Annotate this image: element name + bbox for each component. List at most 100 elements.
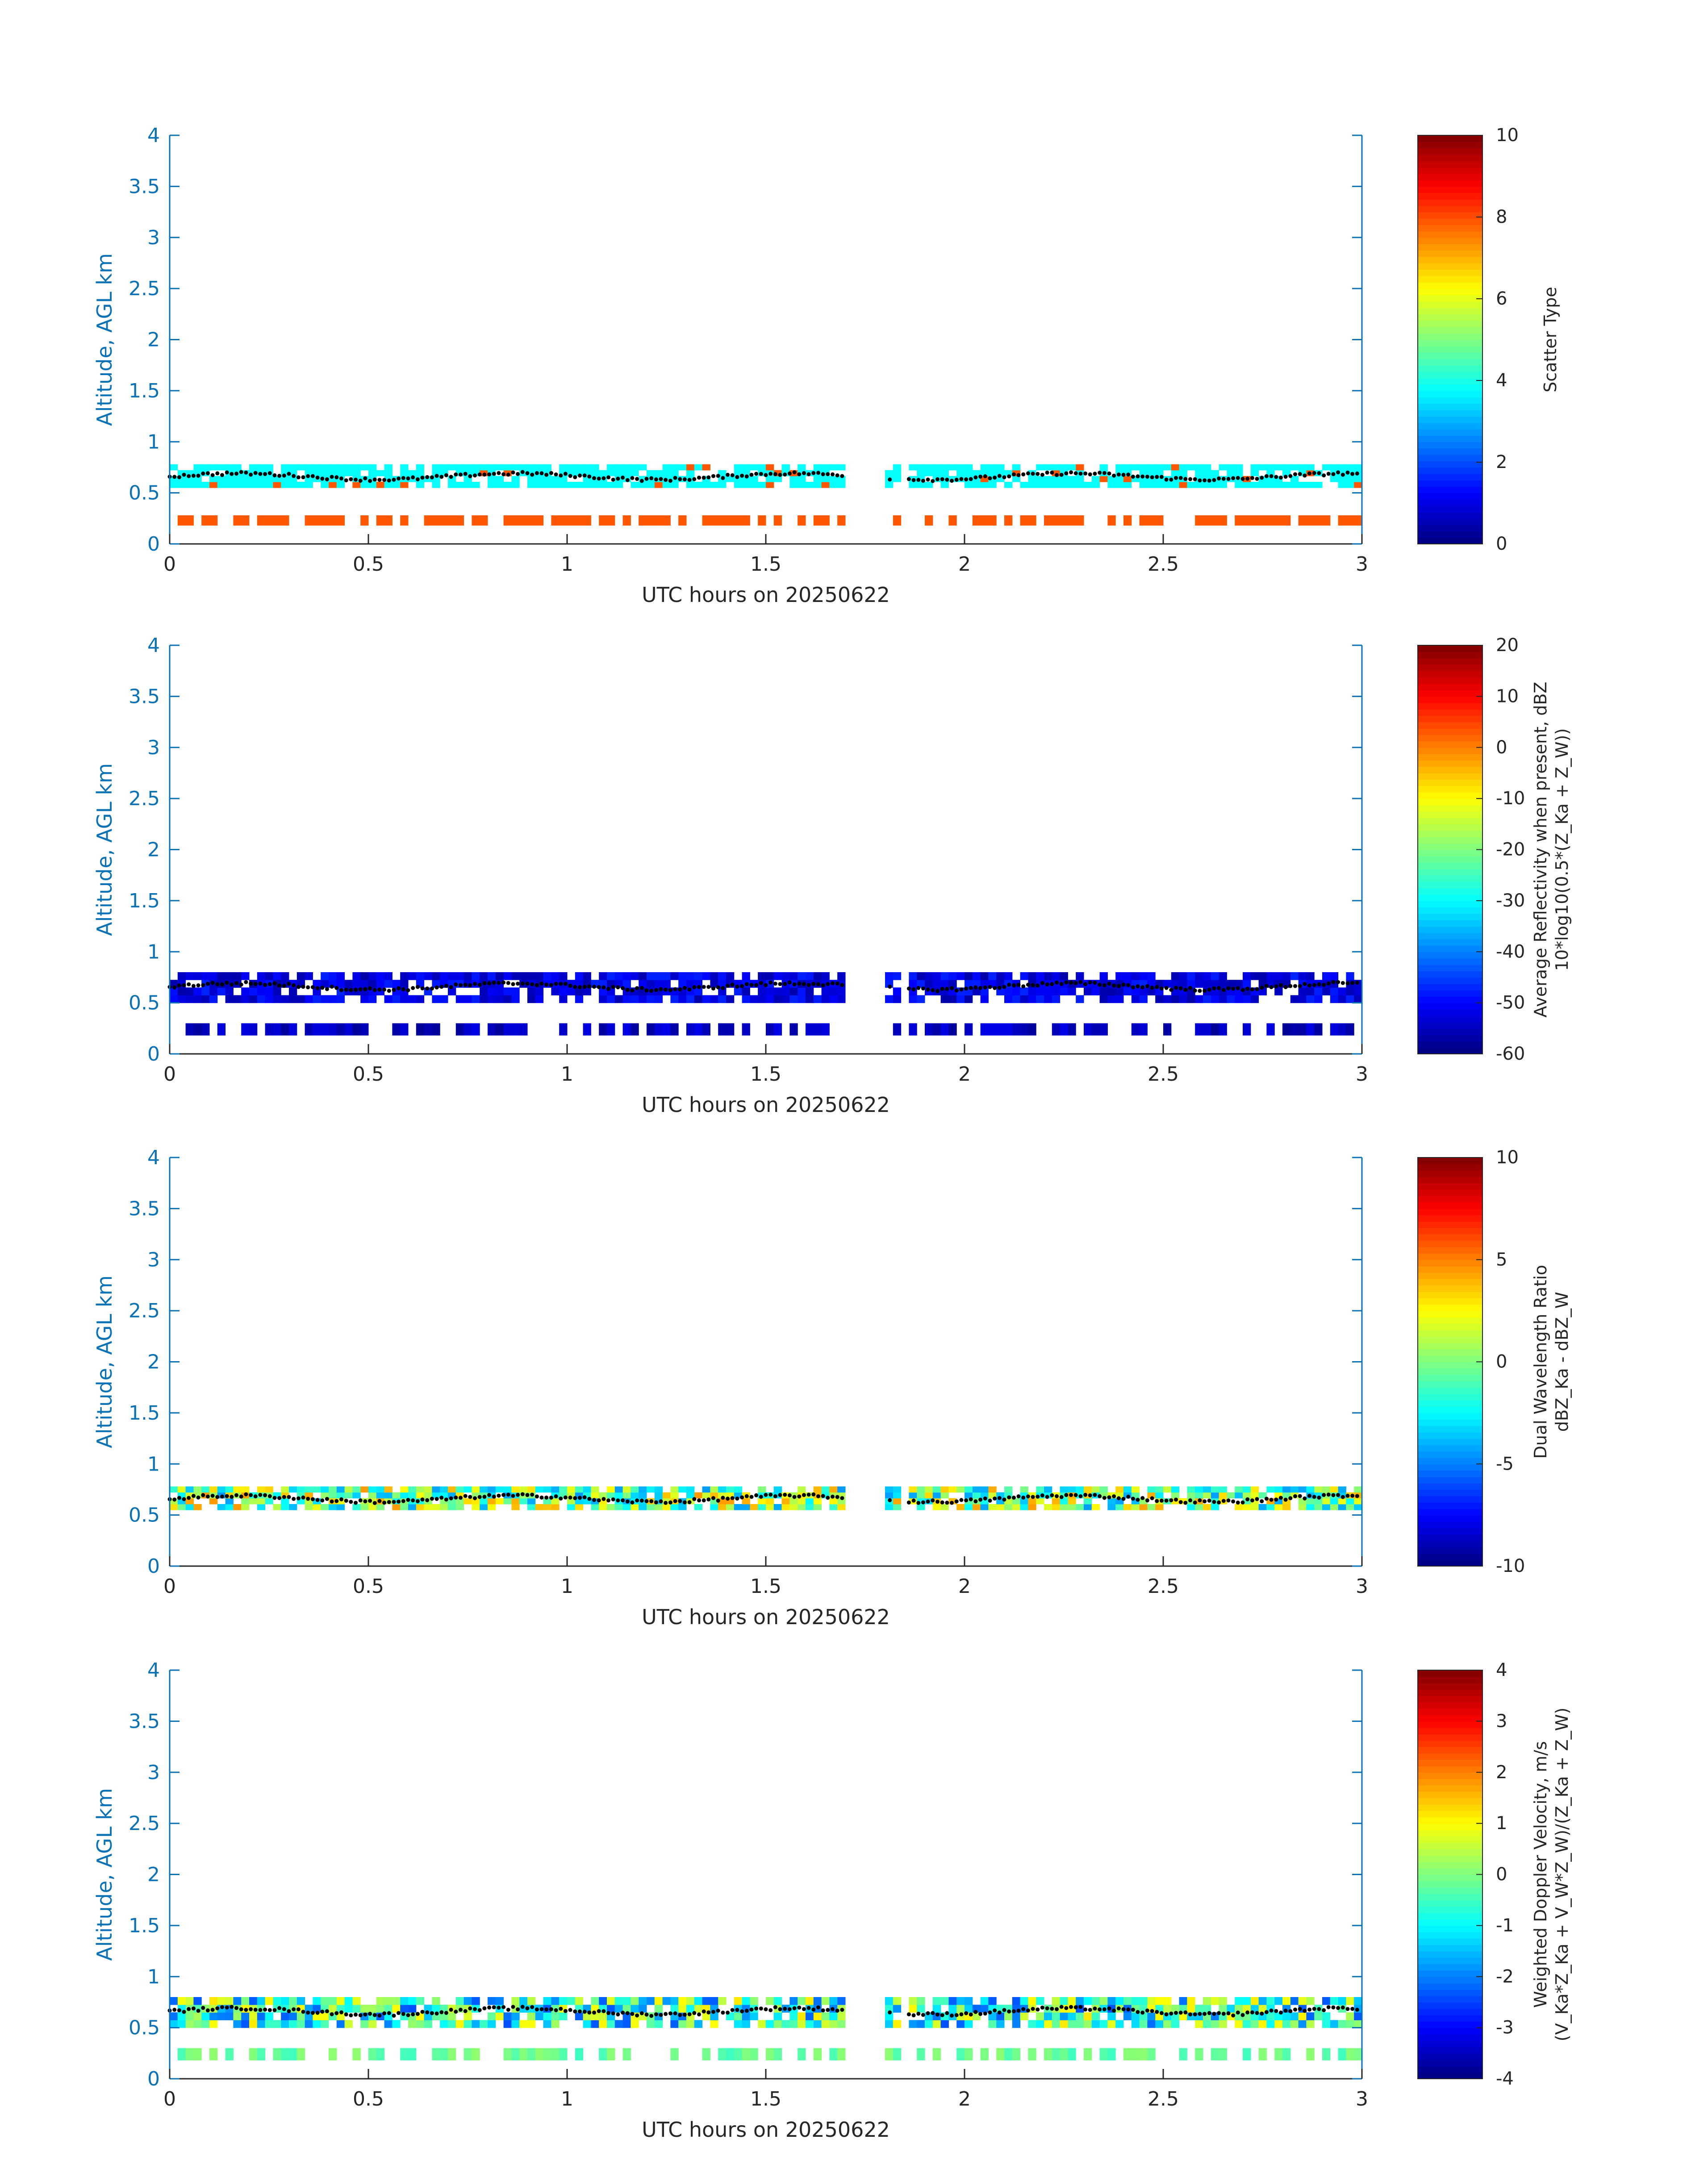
data-cell xyxy=(177,1504,186,1510)
data-point xyxy=(191,984,196,988)
data-point xyxy=(497,2006,501,2010)
data-point xyxy=(726,472,730,477)
data-cell xyxy=(480,972,488,980)
data-cell xyxy=(965,2048,973,2060)
data-cell xyxy=(273,972,281,980)
colorbar-segment xyxy=(1418,1464,1482,1471)
data-point xyxy=(1036,983,1040,988)
data-cell xyxy=(1076,464,1084,471)
data-point xyxy=(525,2006,530,2010)
colorbar-segment xyxy=(1418,664,1482,671)
data-cell xyxy=(670,1997,679,2005)
data-cell xyxy=(1290,972,1299,980)
data-point xyxy=(1131,474,1135,479)
data-cell xyxy=(1274,987,1283,995)
data-point xyxy=(1093,1493,1097,1497)
data-point xyxy=(649,989,654,993)
data-point xyxy=(282,1495,286,1499)
data-point xyxy=(296,985,301,989)
data-cell xyxy=(392,980,401,988)
colorbar-segment xyxy=(1418,454,1482,461)
data-cell xyxy=(432,476,440,482)
data-cell xyxy=(789,972,798,980)
y-tick-label: 1.5 xyxy=(129,890,160,912)
colorbar-segment xyxy=(1418,1015,1482,1023)
colorbar-segment xyxy=(1418,1734,1482,1741)
data-cell xyxy=(217,1504,226,1510)
colorbar-segment xyxy=(1418,1215,1482,1222)
data-point xyxy=(1169,477,1173,482)
data-cell xyxy=(217,464,226,471)
data-point xyxy=(520,2005,525,2009)
data-point xyxy=(1307,1494,1311,1498)
data-point xyxy=(1083,982,1088,986)
data-point xyxy=(826,1496,830,1500)
data-cell xyxy=(925,470,933,476)
data-cell xyxy=(424,2012,432,2020)
data-cell xyxy=(1020,1023,1028,1036)
data-cell xyxy=(400,1486,409,1493)
colorbar-segment xyxy=(1418,900,1482,907)
colorbar-segment xyxy=(1418,148,1482,155)
data-cell xyxy=(305,2012,313,2020)
data-point xyxy=(816,1494,820,1499)
data-cell xyxy=(185,2020,194,2028)
data-point xyxy=(911,1498,916,1503)
data-cell xyxy=(631,1023,639,1036)
data-cell xyxy=(376,1486,385,1493)
data-cell xyxy=(1203,980,1211,988)
data-point xyxy=(368,986,372,990)
data-point xyxy=(840,1496,844,1500)
data-cell xyxy=(1330,995,1339,1003)
data-cell xyxy=(1203,2020,1211,2028)
data-cell xyxy=(551,1498,560,1504)
data-cell xyxy=(1060,972,1068,980)
colorbar-tick-label: 2 xyxy=(1496,1762,1507,1783)
data-cell xyxy=(281,1498,289,1504)
data-point xyxy=(692,2011,697,2015)
colorbar-segment xyxy=(1418,1375,1482,1382)
data-cell xyxy=(217,972,226,980)
data-point xyxy=(802,471,806,475)
data-cell xyxy=(1004,1504,1013,1510)
x-tick-label: 0.5 xyxy=(353,2088,384,2110)
data-cell xyxy=(798,476,806,482)
data-cell xyxy=(1068,464,1076,471)
data-cell xyxy=(535,2048,544,2060)
colorbar-segment xyxy=(1418,295,1482,302)
data-point xyxy=(1064,2006,1069,2010)
data-point xyxy=(306,1496,310,1501)
colorbar-segment xyxy=(1418,1157,1482,1165)
data-cell xyxy=(177,2020,186,2028)
data-point xyxy=(888,1498,892,1502)
data-cell xyxy=(1250,464,1259,471)
data-cell xyxy=(1131,972,1140,980)
data-point xyxy=(1016,2009,1021,2013)
colorbar-segment xyxy=(1418,1817,1482,1824)
data-cell xyxy=(201,1486,210,1493)
data-point xyxy=(835,2009,839,2013)
data-cell xyxy=(1243,980,1251,988)
data-point xyxy=(945,1500,949,1505)
data-point xyxy=(888,985,892,989)
data-cell xyxy=(893,470,902,476)
data-cell xyxy=(1068,1997,1076,2005)
data-point xyxy=(639,986,644,990)
data-point xyxy=(659,2013,663,2017)
data-point xyxy=(935,989,940,993)
data-cell xyxy=(209,515,218,526)
data-cell xyxy=(503,995,512,1003)
data-cell xyxy=(567,1504,576,1510)
data-point xyxy=(840,983,844,987)
data-point xyxy=(587,2010,592,2015)
data-point xyxy=(1231,1499,1236,1504)
data-cell xyxy=(773,987,782,995)
data-point xyxy=(559,1496,563,1501)
data-cell xyxy=(980,980,989,988)
data-cell xyxy=(622,995,631,1003)
data-point xyxy=(625,2011,630,2015)
data-point xyxy=(768,2008,773,2012)
data-point xyxy=(969,2012,973,2017)
data-point xyxy=(501,472,506,476)
data-point xyxy=(821,2008,825,2013)
